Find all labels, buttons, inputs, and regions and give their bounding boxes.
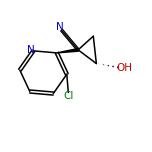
Text: Cl: Cl bbox=[63, 91, 74, 101]
Text: N: N bbox=[27, 45, 35, 55]
Text: OH: OH bbox=[117, 63, 133, 73]
Text: N: N bbox=[56, 22, 64, 32]
Polygon shape bbox=[57, 48, 78, 53]
